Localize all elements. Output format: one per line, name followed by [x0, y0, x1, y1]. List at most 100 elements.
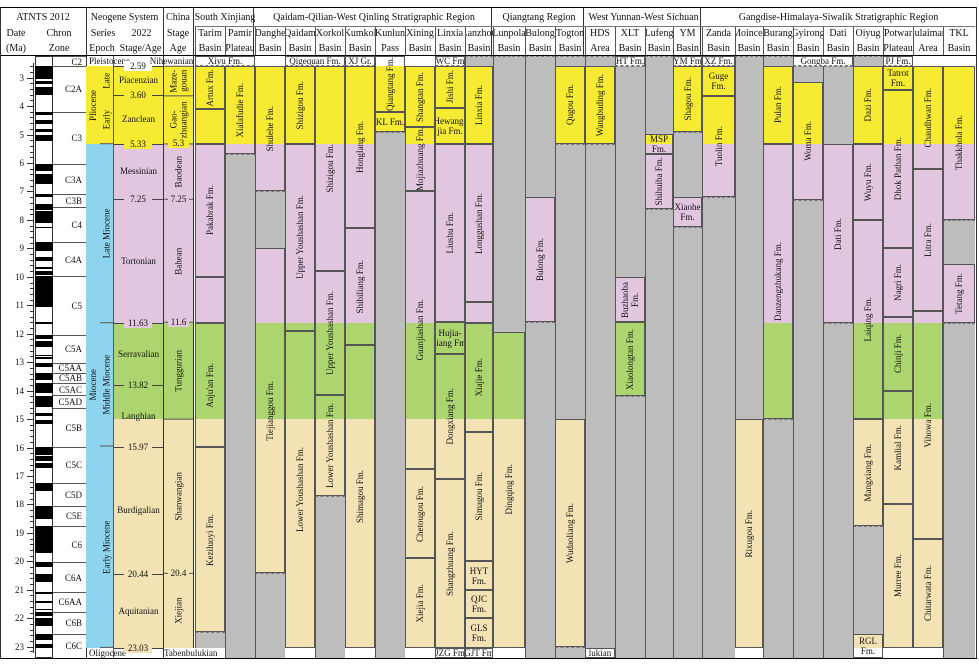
formation: Litra Fm. [913, 168, 943, 311]
chron-header: Chron [46, 28, 72, 39]
date-minor-tick [30, 510, 33, 512]
formation-fill [285, 419, 315, 648]
formation-fill [793, 143, 823, 200]
normal-polarity-band [35, 335, 53, 339]
normal-polarity-band [35, 419, 53, 424]
column-header-type: Plateau [883, 42, 913, 54]
date-minor-tick [30, 111, 33, 113]
formation-label: Anju'an Fm. [205, 362, 215, 408]
formation-fill [943, 264, 975, 324]
formation-label: Mojiazhuang Fm. [415, 127, 425, 192]
stage-boundary-line [114, 94, 163, 96]
date-minor-tick [30, 242, 33, 244]
formation: Mojiazhuang Fm. [405, 127, 435, 192]
formation-label: Thakkhola Fm. [954, 115, 964, 171]
hiatus [255, 572, 285, 658]
formation-fill [345, 228, 375, 324]
formation: Buzhaoba Fm. [615, 276, 645, 323]
formation-label: Simagou Fm. [474, 472, 484, 521]
date-minor-tick [30, 265, 33, 267]
formation: Dazi Fm. [853, 66, 883, 144]
date-tick-label: 6 [19, 158, 25, 168]
date-minor-tick [30, 128, 33, 130]
normal-polarity-band [35, 446, 53, 456]
formation: GLS Fm. [465, 618, 493, 648]
date-major-tick [27, 362, 33, 364]
normal-polarity-band [35, 601, 53, 604]
date-tick-label: 20 [15, 556, 24, 567]
pleistocene-label: Pleistocene [89, 56, 130, 66]
hiatus [673, 131, 702, 198]
column-header-type: Basin [258, 42, 282, 54]
formation-label: Shihuiba Fm. [654, 157, 664, 206]
chron-zone: C5E [53, 505, 86, 526]
formation-label: Hujia- liang Fm [435, 327, 465, 348]
formation-fill [255, 143, 285, 192]
epoch-header: Epoch [89, 42, 115, 54]
bottom-strip-formation: lukian [585, 648, 615, 658]
date-minor-tick [30, 168, 33, 170]
date-minor-tick [30, 151, 33, 153]
date-minor-tick [30, 100, 33, 102]
stage-boundary-line [114, 66, 163, 67]
formation: Keziluoyi Fm. [195, 446, 225, 633]
date-minor-tick [30, 458, 33, 460]
date-tick-label: 7 [19, 186, 25, 197]
formation-label: Pulan Fm. [773, 86, 783, 124]
formation: Chinji Fm. [883, 316, 913, 391]
stage-band [114, 419, 163, 648]
formation-fill [375, 111, 405, 132]
hiatus [375, 131, 405, 658]
chron-zone: C5AD [53, 395, 86, 408]
formation-fill [435, 107, 465, 144]
chron-zone: C4 [53, 206, 86, 242]
region-header: West Yunnan-West Sichuan [588, 11, 699, 23]
formation: Pulan Fm. [763, 66, 793, 144]
chron-zone: C5C [53, 446, 86, 483]
date-tick-label: 23 [15, 641, 24, 652]
date-major-tick [27, 276, 33, 278]
date-minor-tick [30, 555, 33, 557]
date-minor-tick [30, 282, 33, 284]
formation-fill [345, 419, 375, 648]
formation-fill [315, 143, 345, 272]
formation-label: Guge Fm. [708, 70, 729, 91]
hiatus [735, 56, 763, 420]
hiatus [493, 56, 525, 332]
column-header-name: Zanda [706, 28, 731, 39]
column-header-type: Basin [408, 42, 432, 54]
column-header-type: Basin [528, 42, 552, 54]
formation-fill [435, 353, 465, 420]
formation-fill [345, 323, 375, 346]
formation-label: RGL Fm. [859, 635, 877, 656]
region-header: Qiangtang Region [502, 11, 576, 23]
formation-fill [405, 143, 435, 192]
hiatus [555, 56, 585, 66]
formation-label: Nagri Fm. [893, 263, 903, 301]
oligocene-label: Oligocene [89, 648, 126, 658]
formation: Qugou Fm. [555, 66, 585, 144]
hiatus [525, 56, 555, 198]
date-minor-tick [30, 584, 33, 586]
bottom-strip-formation: GJT Fm [465, 648, 493, 658]
normal-polarity-band [35, 562, 53, 568]
normal-polarity-band [35, 634, 53, 640]
formation-fill [702, 143, 735, 198]
normal-polarity-band [35, 120, 53, 125]
date-major-tick [27, 106, 33, 108]
date-minor-tick [30, 572, 33, 574]
normal-polarity-band [35, 396, 53, 408]
date-tick-label: 9 [19, 243, 25, 254]
formation-fill [853, 66, 883, 144]
formation-label: Xiaohe Fm. [674, 202, 701, 223]
formation-label: Laiqing Fm. [863, 297, 873, 342]
chron-zone: C5AC [53, 382, 86, 395]
column-header-type: Basin [618, 42, 642, 54]
stage-header: Stage/Age [119, 42, 162, 54]
column-header-divider [375, 26, 376, 56]
formation-fill [645, 154, 673, 209]
bottom-strip-formation: JZG Fm [435, 648, 465, 658]
formation-fill [465, 143, 493, 303]
formation: Longgushan Fm. [465, 143, 493, 303]
top-strip-formation: Qigequan Fm. [285, 56, 345, 66]
